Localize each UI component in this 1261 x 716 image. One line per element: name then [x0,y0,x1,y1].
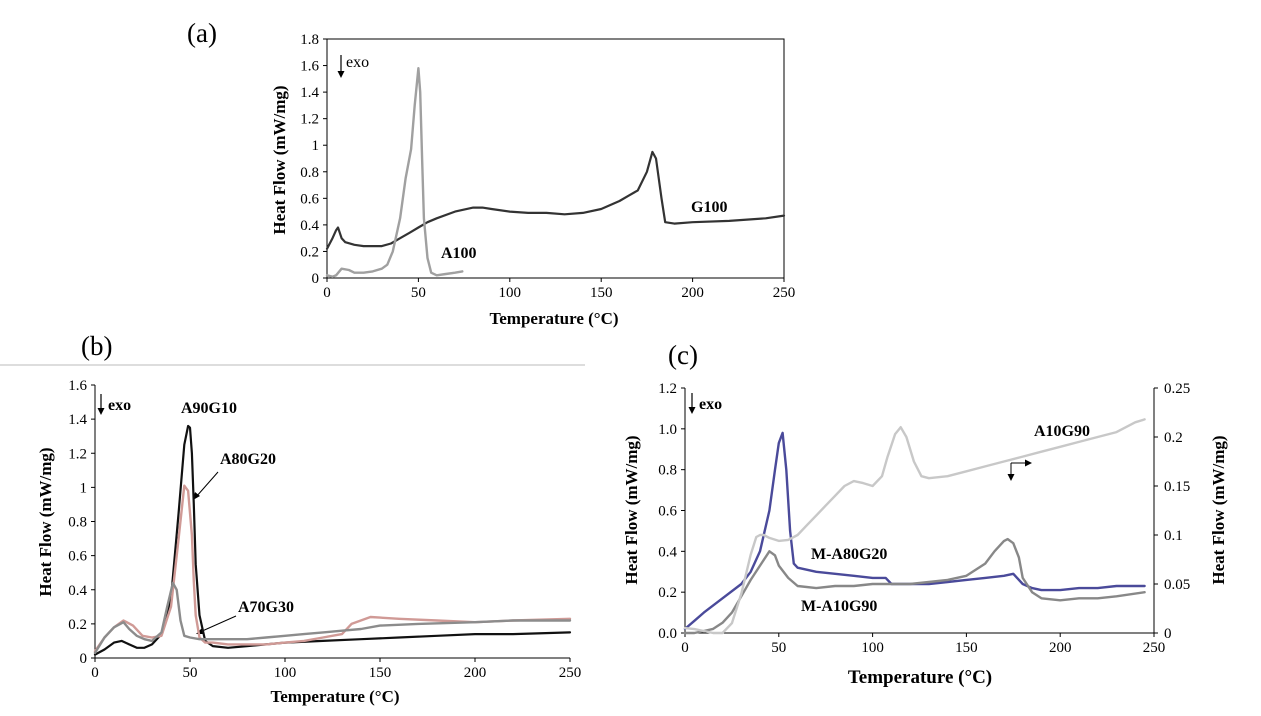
panel-a-y-tick-label: 0 [312,271,320,287]
panel-c-x-tick-label: 50 [771,640,786,656]
series-label-a100: A100 [441,245,477,262]
series-label-g100: G100 [691,199,727,216]
panel-a-y-tick-label: 1.8 [300,32,319,48]
panel-c-y-tick-label: 0.0 [658,626,677,642]
panel-c-y-tick-label: 1.2 [658,381,677,397]
panel-a-x-tick-label: 250 [773,285,796,301]
series-label-a10g90: A10G90 [1034,423,1090,440]
panel-b-x-tick-label: 100 [274,665,297,681]
panel-b-y-tick-label: 0.2 [68,617,87,633]
panel-b-label: (b) [81,331,112,361]
panel-c-exo-annotation: exo [699,396,722,413]
panel-b-exo-arrow [97,394,105,415]
panel-c-label: (c) [668,340,698,370]
panel-a-y-tick-label: 0.6 [300,191,319,207]
panel-a-exo-arrow [337,55,345,78]
panel-a-y-tick-label: 0.2 [300,244,319,260]
panel-c-y2-tick-label: 0.2 [1164,430,1183,446]
panel-c-x-tick-label: 200 [1049,640,1072,656]
series-line-a100 [325,66,464,278]
panel-a-y-tick-label: 0.8 [300,165,319,181]
panel-a-y-tick-label: 1.6 [300,59,319,75]
panel-a-x-tick-label: 200 [681,285,704,301]
panel-c-exo-arrow [688,393,696,414]
panel-a-y-axis-label: Heat Flow (mW/mg) [270,85,289,234]
panel-b-y-tick-label: 1.6 [68,378,87,394]
panel-c-y2-tick-label: 0.15 [1164,479,1190,495]
panel-b-y-tick-label: 0.4 [68,583,87,599]
panel-b-chart: (b) Temperature (°C) Heat Flow (mW/mg) e… [36,331,581,706]
panel-c-x-tick-label: 150 [955,640,978,656]
series-line-a10g90 [683,418,1146,635]
panel-c-right-axis-marker [1007,459,1032,481]
panel-c-y-axis-label: Heat Flow (mW/mg) [622,435,641,584]
panel-b-y-tick-label: 1.4 [68,412,87,428]
panel-b-x-tick-label: 250 [559,665,582,681]
panel-a-x-axis-label: Temperature (°C) [489,309,618,328]
series-line-a90g10 [93,424,572,656]
panel-c-y-tick-label: 0.2 [658,585,677,601]
panel-b-x-tick-label: 200 [464,665,487,681]
panel-b-x-tick-label: 50 [183,665,198,681]
series-line-m-a10g90 [683,537,1146,635]
series-line-g100 [325,150,786,250]
panel-a-y-tick-label: 1.4 [300,85,319,101]
panel-b-y-tick-label: 1 [80,480,88,496]
panel-b-y-axis-label: Heat Flow (mW/mg) [36,447,55,596]
panel-a-chart: (a) Temperature (°C) Heat Flow (mW/mg) e… [187,18,795,328]
panel-b-y-tick-label: 1.2 [68,446,87,462]
panel-a-y-tick-label: 0.4 [300,218,319,234]
panel-c-y-tick-label: 0.4 [658,544,677,560]
panel-c-x-tick-label: 100 [861,640,884,656]
panel-b-y-tick-label: 0.6 [68,549,87,565]
panel-b-x-tick-label: 150 [369,665,392,681]
panel-a-x-tick-label: 50 [411,285,426,301]
series-label-a80g20: A80G20 [220,451,276,468]
panel-b-y-tick-label: 0.8 [68,515,87,531]
panel-a-x-tick-label: 150 [590,285,613,301]
panel-b-pointer-a80g20 [193,471,219,500]
panel-b-x-axis-label: Temperature (°C) [270,687,399,706]
series-line-a80g20 [93,484,572,653]
panel-c-y-tick-label: 0.6 [658,504,677,520]
series-line-m-a80g20 [683,431,1146,631]
panel-a-x-tick-label: 0 [323,285,331,301]
panel-a-plot-frame [326,38,785,279]
panel-a-label: (a) [187,18,217,48]
series-label-m-a80g20: M-A80G20 [811,546,887,563]
panel-c-y2-tick-label: 0.1 [1164,528,1183,544]
panel-c-y-tick-label: 1.0 [658,422,677,438]
series-label-a70g30: A70G30 [238,599,294,616]
series-line-a70g30 [93,581,572,655]
panel-c-chart: (c) Temperature (°C) Heat Flow (mW/mg) H… [622,340,1228,688]
panel-b-y-tick-label: 0 [80,651,88,667]
panel-a-x-tick-label: 100 [499,285,522,301]
panel-c-y2-tick-label: 0 [1164,626,1172,642]
panel-c-x-tick-label: 0 [681,640,689,656]
panel-c-y2-tick-label: 0.25 [1164,381,1190,397]
panel-a-exo-annotation: exo [346,54,369,71]
panel-c-y2-tick-label: 0.05 [1164,577,1190,593]
panel-a-y-tick-label: 1.2 [300,112,319,128]
panel-c-x-tick-label: 250 [1143,640,1166,656]
series-label-a90g10: A90G10 [181,400,237,417]
panel-a-y-tick-label: 1 [312,138,320,154]
series-label-m-a10g90: M-A10G90 [801,598,877,615]
panel-c-y2-axis-label: Heat Flow (mW/mg) [1209,435,1228,584]
panel-c-y-tick-label: 0.8 [658,463,677,479]
panel-c-x-axis-label: Temperature (°C) [848,667,992,688]
panel-b-exo-annotation: exo [108,397,131,414]
panel-b-x-tick-label: 0 [91,665,99,681]
